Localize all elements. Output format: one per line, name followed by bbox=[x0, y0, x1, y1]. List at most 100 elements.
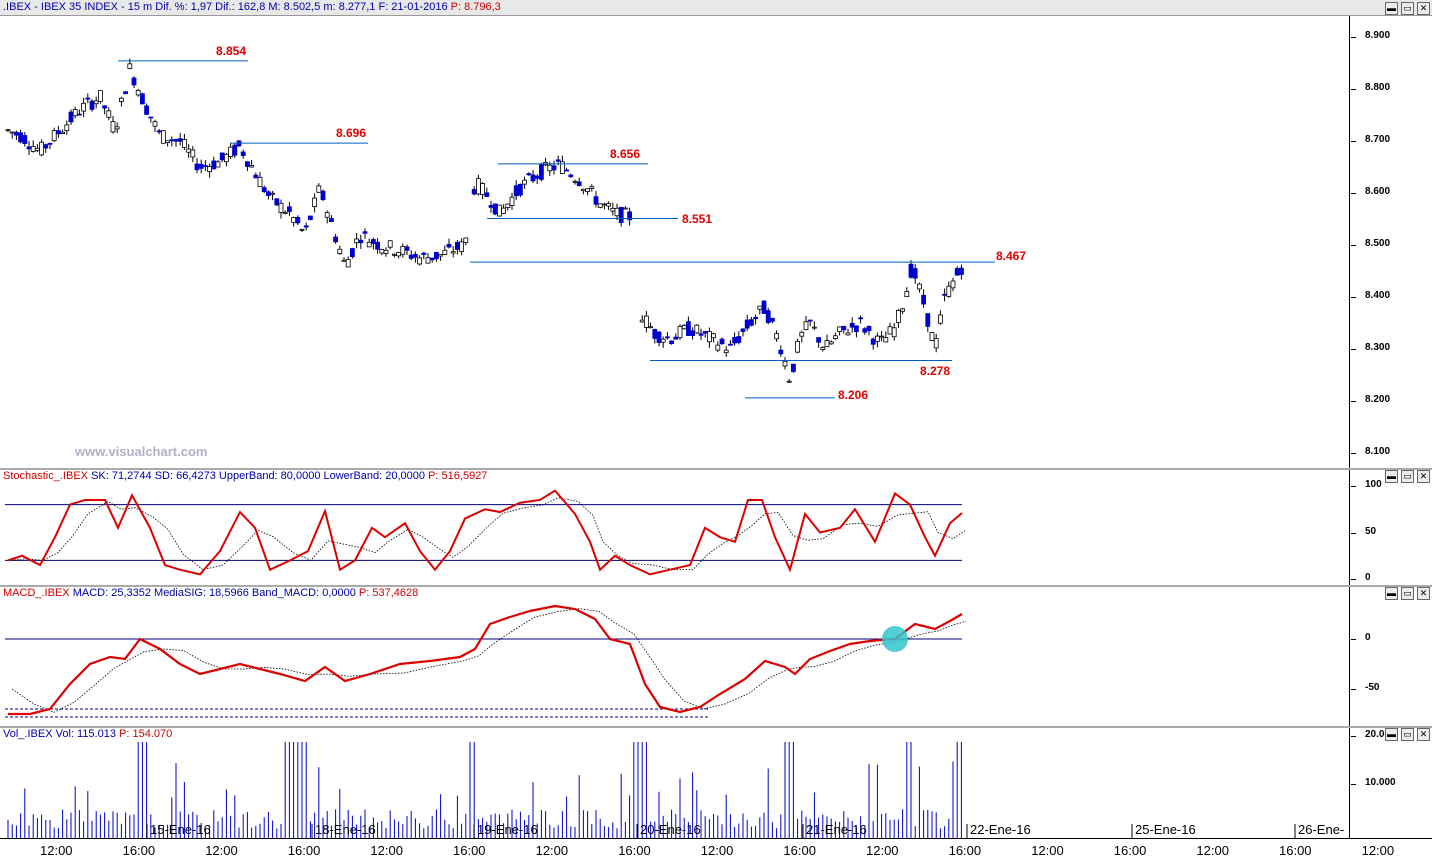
macd-p: P: 537,4628 bbox=[358, 587, 419, 599]
restore-icon[interactable]: ▭ bbox=[1401, 728, 1414, 741]
macd-plot-area[interactable] bbox=[0, 587, 1350, 726]
close-icon[interactable]: ✕ bbox=[1417, 470, 1430, 483]
candle bbox=[408, 254, 414, 259]
restore-icon[interactable]: ▭ bbox=[1401, 2, 1414, 15]
price-scale-label: 8.300 bbox=[1365, 342, 1391, 353]
candle bbox=[564, 169, 569, 172]
candle bbox=[240, 151, 246, 157]
volume-p: P: 154.070 bbox=[119, 728, 173, 740]
macd-scale[interactable]: 0 -50 bbox=[1351, 587, 1432, 726]
minimize-icon[interactable]: ▬ bbox=[1385, 470, 1398, 483]
candle bbox=[820, 347, 826, 350]
candle bbox=[404, 246, 410, 251]
candle bbox=[639, 319, 645, 323]
price-plot-area[interactable]: www.visualchart.com 8.854 8.696 8.656 8.551… bbox=[0, 16, 1350, 468]
candle bbox=[114, 126, 120, 130]
close-icon[interactable]: ✕ bbox=[1417, 2, 1430, 15]
candle bbox=[921, 294, 926, 305]
pane-divider[interactable] bbox=[0, 585, 1432, 587]
candle bbox=[568, 174, 574, 178]
volume-scale[interactable]: 20.000 10.000 bbox=[1351, 728, 1432, 838]
price-scale-tick bbox=[1351, 193, 1356, 194]
candle bbox=[35, 147, 40, 151]
candle bbox=[854, 325, 859, 333]
volume-window-buttons: ▬ ▭ ✕ bbox=[1385, 728, 1430, 741]
candle bbox=[652, 329, 658, 339]
candle bbox=[194, 163, 200, 171]
candle bbox=[849, 322, 855, 328]
candle bbox=[433, 251, 439, 260]
candle bbox=[707, 331, 712, 343]
candle bbox=[421, 252, 427, 255]
price-scale-label: 8.800 bbox=[1365, 82, 1391, 93]
price-scale-tick bbox=[1351, 141, 1356, 142]
close-icon[interactable]: ✕ bbox=[1417, 728, 1430, 741]
minimize-icon[interactable]: ▬ bbox=[1385, 587, 1398, 600]
stochastic-sk-line bbox=[7, 489, 963, 576]
price-pane[interactable]: .IBEX - IBEX 35 INDEX - 15 m Dif. %: 1,9… bbox=[0, 0, 1432, 468]
candle bbox=[102, 105, 107, 109]
candle bbox=[665, 336, 670, 339]
volume-scale-label: 20.000 bbox=[1365, 729, 1396, 740]
stochastic-window-buttons: ▬ ▭ ✕ bbox=[1385, 470, 1430, 483]
candle bbox=[56, 130, 61, 135]
candle bbox=[623, 207, 628, 210]
pane-divider[interactable] bbox=[0, 726, 1432, 728]
price-scale[interactable]: 8.900 8.800 8.700 8.600 8.500 8.400 8.300 8.200… bbox=[1351, 16, 1432, 468]
candle bbox=[816, 337, 821, 343]
candle bbox=[22, 135, 28, 144]
macd-window-buttons: ▬ ▭ ✕ bbox=[1385, 587, 1430, 600]
candle bbox=[123, 91, 128, 95]
candle bbox=[505, 203, 511, 208]
price-scale-tick bbox=[1351, 349, 1356, 350]
volume-header: Vol_.IBEX Vol: 115.013 P: 154.070 bbox=[3, 728, 172, 740]
stochastic-lower: LowerBand: 20,0000 bbox=[323, 470, 426, 482]
close-icon[interactable]: ✕ bbox=[1417, 587, 1430, 600]
stochastic-pane[interactable]: Stochastic_.IBEX SK: 71,2744 SD: 66,4273… bbox=[0, 470, 1432, 585]
candle bbox=[85, 97, 91, 100]
minimize-icon[interactable]: ▬ bbox=[1385, 2, 1398, 15]
candle bbox=[165, 140, 171, 144]
volume-plot-area[interactable]: 15-Ene-16 18-Ene-16 19-Ene-16 20-Ene-16 21-E… bbox=[0, 728, 1350, 838]
pane-divider[interactable] bbox=[0, 468, 1432, 470]
time-label: 12:00 bbox=[866, 843, 899, 858]
macd-value: MACD: 25,3352 bbox=[72, 587, 151, 599]
candle bbox=[370, 239, 376, 244]
candle bbox=[875, 335, 880, 342]
candle bbox=[496, 204, 502, 217]
candle bbox=[749, 319, 754, 326]
minimize-icon[interactable]: ▬ bbox=[1385, 728, 1398, 741]
candle bbox=[791, 363, 796, 373]
candle bbox=[13, 131, 19, 136]
candle bbox=[912, 268, 918, 279]
candle bbox=[379, 249, 385, 254]
volume-pane[interactable]: Vol_.IBEX Vol: 115.013 P: 154.070 ▬ ▭ ✕ … bbox=[0, 728, 1432, 838]
candle bbox=[232, 144, 238, 156]
candle bbox=[215, 161, 221, 168]
date-label: 26-Ene- bbox=[1298, 822, 1345, 837]
macd-chart bbox=[5, 604, 967, 718]
candle bbox=[202, 165, 208, 167]
macd-pane[interactable]: MACD_.IBEX MACD: 25,3352 MediaSIG: 18,59… bbox=[0, 587, 1432, 726]
stochastic-plot-area[interactable] bbox=[0, 470, 1350, 585]
candle bbox=[778, 349, 784, 355]
candle bbox=[223, 153, 229, 163]
candle bbox=[597, 203, 603, 208]
candle bbox=[51, 130, 57, 142]
candle bbox=[391, 253, 397, 256]
candle bbox=[883, 337, 889, 343]
candle bbox=[160, 130, 166, 144]
restore-icon[interactable]: ▭ bbox=[1401, 470, 1414, 483]
restore-icon[interactable]: ▭ bbox=[1401, 587, 1414, 600]
candle bbox=[383, 249, 389, 254]
level-label: 8.278 bbox=[920, 364, 951, 379]
price-label: P: 8.796,3 bbox=[450, 1, 501, 13]
candle bbox=[585, 188, 590, 192]
candle bbox=[60, 131, 65, 134]
stochastic-scale[interactable]: 100 50 0 bbox=[1351, 470, 1432, 585]
time-label: 12:00 bbox=[205, 843, 238, 858]
time-axis[interactable]: 12:00 16:00 12:00 16:00 12:00 16:00 12:00 16:00… bbox=[0, 838, 1432, 858]
candle bbox=[312, 197, 318, 207]
stochastic-chart bbox=[5, 489, 966, 576]
candle bbox=[417, 257, 423, 265]
